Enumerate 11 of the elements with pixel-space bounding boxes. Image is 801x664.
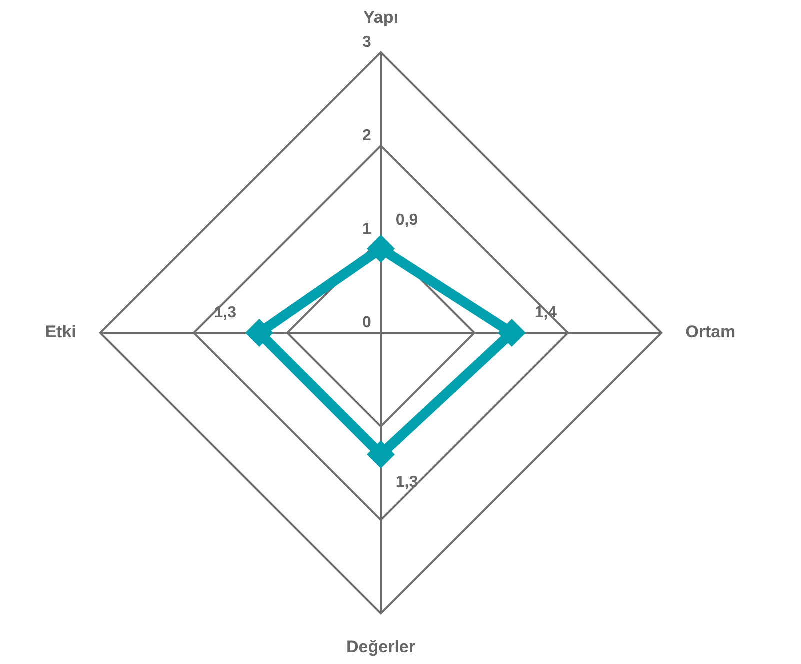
spoke-label: Etki (45, 322, 76, 342)
y-tick-label: 2 (362, 127, 372, 144)
data-label: 1,3 (214, 304, 237, 322)
y-tick-label: 3 (362, 34, 372, 51)
spoke-label: Ortam (686, 322, 736, 342)
spoke-label: Değerler (346, 637, 416, 656)
y-tick-label: 1 (362, 220, 372, 238)
y-tick-label: 0 (362, 314, 372, 332)
spoke-label: Yapı (364, 8, 398, 27)
data-label: 0,9 (396, 212, 418, 230)
data-label: 1,3 (396, 474, 418, 491)
